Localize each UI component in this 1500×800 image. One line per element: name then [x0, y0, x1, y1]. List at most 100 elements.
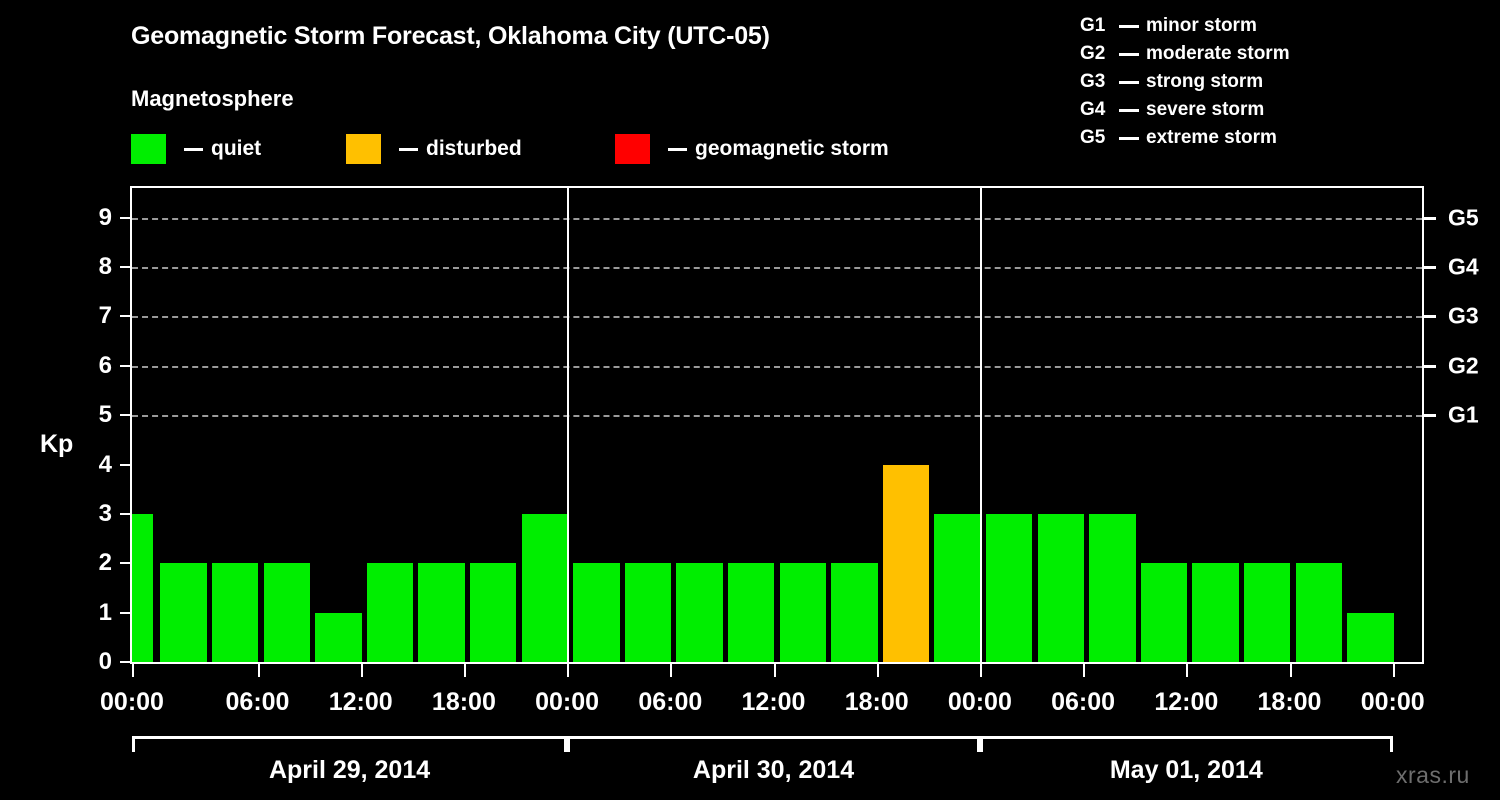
gscale-dash-icon — [1119, 52, 1139, 56]
y-tick-label-0: 0 — [98, 648, 112, 675]
gscale-row-g5: G5 extreme storm — [1080, 124, 1290, 152]
legend-dash-icon — [184, 147, 203, 151]
x-tick-label: 00:00 — [1360, 688, 1425, 716]
day-divider — [979, 188, 982, 662]
gridline-kp-9 — [132, 217, 1422, 220]
g-tick-mark — [1424, 266, 1436, 269]
y-tick-label-3: 3 — [98, 499, 112, 527]
bar-kp — [1037, 513, 1085, 662]
bar-kp — [366, 563, 414, 662]
quiet-swatch — [131, 134, 166, 164]
legend-label: geomagnetic storm — [695, 137, 889, 160]
g-tick-label-g5: G5 — [1448, 204, 1479, 231]
day-bracket — [979, 736, 1393, 752]
gscale-dash-icon — [1119, 80, 1139, 84]
x-tick-mark — [360, 664, 363, 677]
watermark: xras.ru — [1396, 762, 1470, 788]
x-tick-label: 18:00 — [431, 688, 496, 716]
x-tick-label: 12:00 — [741, 688, 806, 716]
g-tick-mark — [1424, 216, 1436, 220]
gscale-description: severe storm — [1146, 99, 1265, 120]
y-tick-mark — [120, 315, 130, 318]
legend-entry-disturbed: disturbed — [346, 134, 522, 164]
g-tick-mark — [1424, 315, 1436, 319]
x-tick-label: 00:00 — [535, 688, 600, 716]
bar-kp — [211, 563, 259, 662]
y-tick-mark — [120, 611, 130, 614]
bar-kp — [160, 563, 207, 662]
y-tick-mark — [120, 661, 130, 663]
day-bracket — [132, 736, 568, 752]
gscale-row-g1: G1 minor storm — [1080, 12, 1290, 40]
bar-kp — [985, 513, 1033, 662]
g-tick-mark — [1424, 414, 1436, 418]
bar-kp — [676, 563, 723, 662]
g-tick-label-g4: G4 — [1448, 253, 1479, 280]
gscale-description: strong storm — [1146, 71, 1264, 92]
gridline-kp-7 — [132, 316, 1422, 319]
x-tick-label: 12:00 — [1154, 688, 1219, 716]
legend-dash-icon — [399, 147, 418, 151]
bar-kp — [1347, 612, 1394, 662]
y-tick-label-2: 2 — [98, 549, 112, 577]
gscale-dash-icon — [1119, 24, 1139, 28]
g-tick-label-g1: G1 — [1448, 401, 1479, 428]
bar-kp — [831, 563, 878, 662]
g-tick-label-g2: G2 — [1448, 352, 1479, 379]
x-tick-mark — [1289, 664, 1292, 677]
day-divider — [567, 188, 570, 662]
y-tick-mark — [120, 562, 130, 565]
x-tick-label: 12:00 — [328, 688, 393, 716]
gscale-code: G2 — [1080, 43, 1106, 64]
gscale-code: G3 — [1080, 71, 1106, 92]
x-tick-mark — [979, 664, 982, 677]
y-tick-mark — [120, 266, 130, 268]
x-tick-label: 06:00 — [638, 688, 703, 716]
y-tick-mark — [120, 463, 130, 466]
y-tick-label-4: 4 — [98, 450, 112, 478]
bar-kp — [263, 563, 311, 662]
x-tick-label: 06:00 — [225, 688, 290, 716]
legend-dash-icon — [668, 147, 687, 151]
gscale-row-g4: G4 severe storm — [1080, 96, 1290, 124]
y-tick-mark — [120, 364, 130, 367]
bar-kp — [934, 513, 981, 662]
gscale-code: G1 — [1080, 15, 1106, 36]
gscale-description: extreme storm — [1146, 127, 1277, 148]
gridline-kp-6 — [132, 365, 1422, 368]
g-tick-mark — [1424, 364, 1436, 368]
bar-kp — [132, 513, 153, 662]
bar-kp — [1089, 513, 1136, 662]
bar-kp — [469, 563, 517, 662]
x-tick-mark — [567, 664, 570, 677]
gscale-code: G5 — [1080, 127, 1106, 148]
gscale-row-g3: G3 strong storm — [1080, 68, 1290, 96]
bar-kp — [1140, 563, 1188, 662]
legend-entry-quiet: quiet — [131, 134, 261, 164]
bar-kp — [624, 563, 672, 662]
day-label: April 29, 2014 — [268, 756, 431, 784]
x-tick-mark — [1392, 664, 1395, 677]
y-tick-label-5: 5 — [98, 401, 112, 429]
y-tick-mark — [120, 512, 130, 515]
gscale-description: minor storm — [1146, 15, 1257, 36]
gscale-legend: G1 minor storm G2 moderate storm G3 strong st… — [1080, 12, 1290, 152]
disturbed-swatch — [346, 134, 381, 164]
bar-kp — [418, 563, 465, 662]
bar-kp — [1243, 563, 1291, 662]
bar-kp — [1192, 563, 1239, 662]
bar-kp — [727, 563, 775, 662]
x-tick-mark — [670, 664, 673, 677]
day-label: May 01, 2014 — [1109, 756, 1263, 784]
storm-swatch — [615, 134, 650, 164]
x-tick-label: 00:00 — [947, 688, 1012, 716]
y-tick-label-6: 6 — [98, 351, 112, 379]
y-axis-title: Kp — [40, 430, 74, 458]
legend-label: disturbed — [426, 137, 522, 160]
gridline-kp-5 — [132, 415, 1422, 418]
x-tick-mark — [773, 664, 776, 677]
page-title: Geomagnetic Storm Forecast, Oklahoma Cit… — [131, 22, 770, 50]
bar-kp — [1295, 563, 1343, 662]
y-tick-mark — [120, 216, 130, 219]
gridline-kp-8 — [132, 267, 1422, 269]
